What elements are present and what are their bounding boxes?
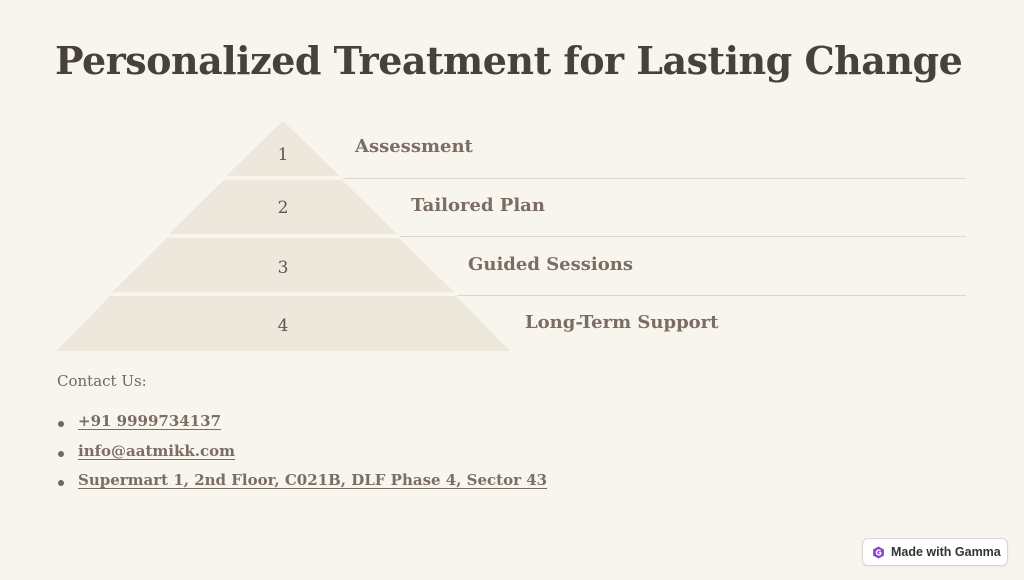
bullet-dot (58, 421, 64, 427)
step-number-2: 2 (278, 198, 289, 218)
page-title: Personalized Treatment for Lasting Chang… (55, 38, 963, 83)
bullet-dot (58, 450, 64, 457)
step-number-4: 4 (278, 316, 289, 336)
step-label-assessment: Assessment (355, 136, 473, 157)
contact-item-address: Supermart 1, 2nd Floor, C021B, DLF Phase… (57, 471, 547, 501)
phone-link[interactable]: +91 9999734137 (78, 412, 222, 430)
step-number-3: 3 (278, 258, 289, 278)
bullet-dot (58, 480, 64, 486)
pyramid-tier-3 (112, 238, 454, 292)
step-divider-2 (400, 236, 966, 237)
step-label-guided-sessions: Guided Sessions (468, 254, 633, 275)
contact-item-email: info@aatmikk.com (57, 442, 547, 472)
badge-label: Made with Gamma (891, 545, 1001, 559)
pyramid-tier-4 (56, 296, 510, 351)
contact-heading: Contact Us: (57, 372, 147, 390)
email-link[interactable]: info@aatmikk.com (78, 441, 236, 460)
pyramid-tier-2 (169, 180, 397, 234)
step-label-tailored-plan: Tailored Plan (411, 195, 545, 216)
address-link[interactable]: Supermart 1, 2nd Floor, C021B, DLF Phase… (78, 471, 548, 489)
contact-item-phone: +91 9999734137 (57, 412, 547, 442)
step-number-1: 1 (278, 145, 289, 165)
step-label-long-term-support: Long-Term Support (525, 312, 719, 333)
pyramid-tier-1 (226, 121, 340, 176)
made-with-gamma-badge[interactable]: Made with Gamma (862, 538, 1008, 566)
contact-list: +91 9999734137 info@aatmikk.com Supermar… (57, 412, 547, 501)
step-divider-1 (343, 178, 966, 179)
gamma-logo-icon (873, 545, 884, 559)
step-divider-3 (457, 295, 966, 296)
